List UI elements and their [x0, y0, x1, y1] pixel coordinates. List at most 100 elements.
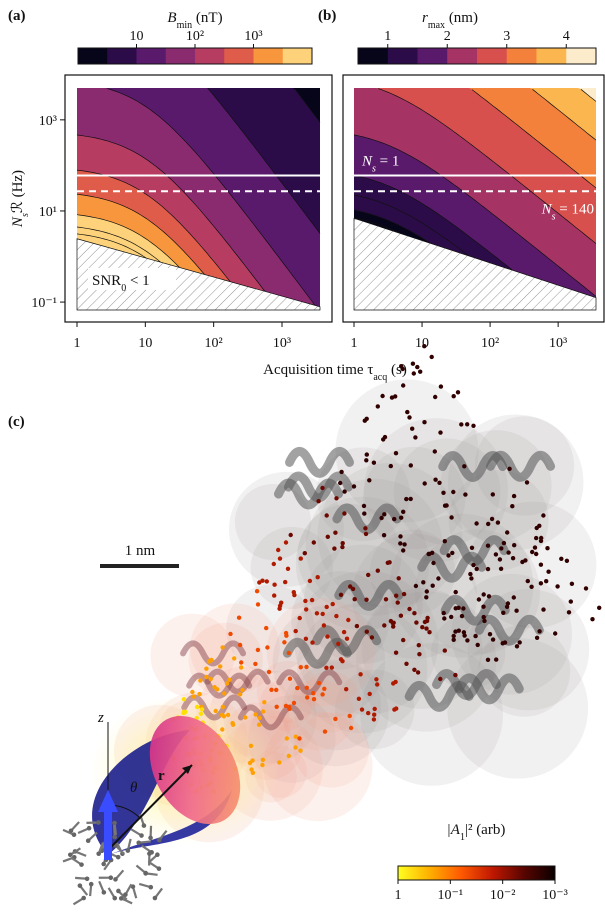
atom-dot: [336, 641, 341, 646]
atom-dot: [450, 550, 455, 556]
atom-dot: [372, 712, 377, 717]
atom-dot: [441, 610, 446, 616]
atom-dot: [253, 661, 258, 667]
atom-dot: [430, 550, 435, 555]
atom-dot: [475, 642, 480, 648]
atom-dot: [429, 354, 434, 360]
surface-blob: [256, 660, 319, 723]
atom-dot: [407, 606, 412, 612]
surface-blob: [281, 659, 389, 767]
atom: [84, 876, 90, 882]
atom-dot: [350, 586, 356, 592]
atom-dot: [401, 509, 406, 514]
atom-dot: [538, 538, 544, 544]
colorbar-label-main: B: [167, 10, 176, 26]
colorbar-segment: [387, 48, 418, 64]
surface-blob: [234, 483, 311, 561]
atom-dot: [473, 633, 478, 639]
atom-dot: [260, 578, 265, 583]
surface-blob: [447, 414, 584, 550]
atom-dot: [380, 393, 385, 399]
atom-dot: [568, 599, 573, 604]
surface-blob: [317, 463, 463, 609]
atom-dot: [363, 526, 368, 531]
atom-dot: [487, 632, 493, 637]
atom-dot: [334, 496, 339, 501]
surface-blob: [469, 501, 597, 629]
atom-dot: [254, 589, 260, 594]
atom-dot: [304, 607, 309, 612]
axes-frame: [342, 74, 605, 323]
atom-dot: [486, 521, 491, 527]
y-tick-label: 10¹: [39, 205, 57, 220]
contour-line: [295, 89, 321, 123]
atom: [139, 833, 144, 838]
atom-dot: [329, 665, 334, 670]
atom-dot: [493, 552, 499, 557]
atom-dot: [220, 645, 225, 650]
surface-blob: [294, 570, 439, 715]
atom-dot: [309, 597, 315, 603]
atom-dot: [461, 630, 467, 635]
atom-dot: [424, 589, 429, 594]
atom-dot: [257, 715, 262, 721]
y-axis-label-rest: ℛ (Hz): [10, 170, 26, 213]
colorbar-segment: [566, 48, 597, 64]
helix: [285, 447, 355, 478]
atom-dot: [243, 715, 248, 720]
atom-dot: [499, 546, 504, 551]
atom-dot: [220, 727, 225, 732]
atom: [123, 892, 128, 897]
pink-lobe: [149, 715, 241, 825]
atom-dot: [379, 515, 384, 521]
atom: [112, 820, 117, 826]
atom-dot: [212, 685, 217, 690]
atom-dot: [505, 530, 510, 535]
atom-dot: [237, 642, 243, 648]
colorbar-tick-label: 10⁻¹: [438, 888, 464, 903]
x-axis-label-main: Acquisition time τ: [263, 362, 373, 378]
helix: [186, 672, 253, 699]
atom: [112, 834, 117, 840]
atom-dot: [307, 578, 313, 584]
colorbar-segment: [195, 48, 225, 64]
x-tick-label: 10: [138, 336, 152, 351]
atom-dot: [481, 592, 486, 597]
atom-dot: [541, 513, 546, 518]
atom-dot: [506, 550, 511, 555]
atom-dot: [250, 758, 255, 763]
atom-dot: [348, 584, 353, 589]
atom-dot: [414, 620, 419, 625]
atom-dot: [395, 600, 400, 605]
atom-dot: [410, 361, 416, 366]
atom-dot: [194, 704, 200, 710]
ns-label: Ns = 140: [541, 201, 594, 222]
atom-dot: [399, 515, 404, 520]
atom-dot: [468, 571, 473, 577]
atom-dot: [265, 645, 270, 650]
atom-dot: [530, 549, 535, 555]
atom-dot: [333, 716, 338, 722]
x-tick-label: 1: [74, 336, 81, 351]
atom-dot: [224, 681, 230, 686]
atom-dot: [512, 543, 517, 548]
colorbar-label: |A1|² (arb): [447, 822, 506, 843]
surface-blob: [282, 679, 355, 751]
atom-dot: [314, 611, 320, 616]
atom-dot: [293, 745, 298, 750]
surface-blob: [292, 661, 382, 751]
atom-dot: [274, 687, 279, 693]
atom: [86, 825, 92, 831]
r-vector: [107, 764, 193, 851]
atom: [101, 861, 106, 867]
atom-dot: [529, 584, 534, 589]
atom-dot: [315, 575, 320, 580]
atom-dot: [442, 616, 447, 621]
colorbar-label-rest: |² (arb): [465, 822, 505, 838]
atom-dot: [401, 548, 406, 553]
atom-dot: [564, 558, 570, 563]
atom-dot: [441, 490, 446, 495]
atom-dot: [197, 691, 202, 697]
y-tick-label: 10³: [39, 114, 57, 129]
atom-dot: [340, 544, 345, 550]
